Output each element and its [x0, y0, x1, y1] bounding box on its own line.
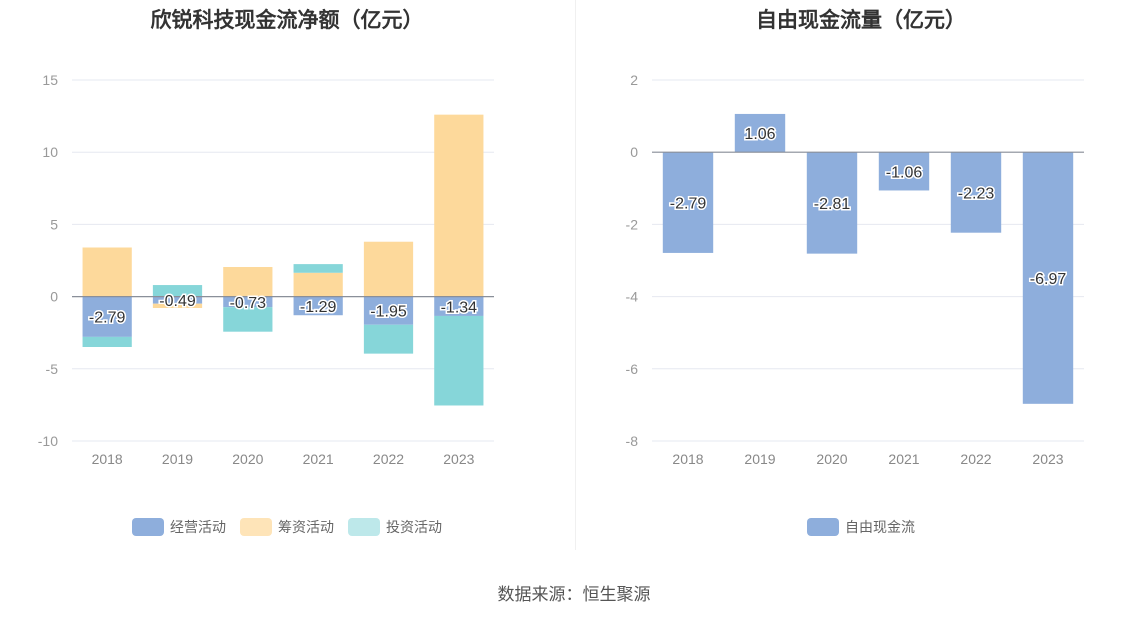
bar [1022, 152, 1074, 404]
legend-item[interactable]: 经营活动 [132, 517, 226, 537]
bar [293, 272, 343, 297]
y-tick-label: 10 [42, 144, 58, 160]
cash-flow-net-plot: 15 10 5 0 -5 -10 2018 2019 2020 2021 2022 2023 -2.79… [38, 72, 494, 467]
x-tick-label: 2018 [92, 451, 123, 467]
bar [434, 296, 484, 316]
free-cash-flow-chart: 自由现金流量（亿元） 2 0 -2 -4 -6 -8 2018 2019 2020 2021 202… [574, 0, 1148, 560]
bar [223, 307, 273, 332]
legend-swatch [132, 518, 164, 536]
legend-swatch [807, 518, 839, 536]
y-tick-label: -4 [626, 289, 639, 305]
bar [950, 152, 1002, 233]
y-tick-label: -2 [626, 216, 639, 232]
data-label: -2.81 [814, 196, 851, 213]
y-tick-label: 15 [42, 72, 58, 88]
data-label: -0.73 [230, 295, 267, 312]
y-tick-label: 2 [630, 72, 638, 88]
x-tick-label: 2019 [744, 451, 775, 467]
x-tick-label: 2023 [443, 451, 474, 467]
legend: 经营活动 筹资活动 投资活动 [0, 517, 574, 537]
data-label: 1.06 [744, 126, 775, 143]
x-tick-label: 2023 [1032, 451, 1063, 467]
legend-item[interactable]: 自由现金流 [807, 517, 915, 537]
legend: 自由现金流 [574, 517, 1148, 537]
bar [363, 241, 414, 297]
y-tick-label: -8 [626, 433, 639, 449]
y-tick-label: 5 [50, 216, 58, 232]
bar [878, 152, 930, 191]
data-label: -1.95 [370, 304, 407, 321]
free-cash-flow-plot: 2 0 -2 -4 -6 -8 2018 2019 2020 2021 2022 2023 -2.79 1… [626, 72, 1084, 467]
y-tick-label: -5 [46, 361, 59, 377]
y-tick-label: -6 [626, 361, 639, 377]
legend-label: 自由现金流 [845, 520, 915, 536]
legend-label: 筹资活动 [278, 520, 334, 536]
chart-title: 自由现金流量（亿元） [756, 8, 966, 32]
x-tick-label: 2022 [960, 451, 991, 467]
legend-swatch [240, 518, 272, 536]
bar [223, 266, 273, 297]
x-tick-label: 2022 [373, 451, 404, 467]
legend-item[interactable]: 筹资活动 [240, 517, 334, 537]
data-source-note: 数据来源：恒生聚源 [497, 585, 651, 605]
bar [82, 336, 132, 347]
data-label: -1.06 [886, 164, 923, 181]
bar [152, 303, 203, 309]
x-tick-label: 2020 [232, 451, 263, 467]
legend-label: 经营活动 [170, 520, 226, 536]
data-label: -6.97 [1030, 271, 1067, 288]
panel-divider [575, 0, 576, 550]
x-tick-label: 2021 [888, 451, 919, 467]
bar [293, 296, 343, 316]
bar [293, 264, 343, 273]
bar [662, 152, 714, 253]
data-label: -1.34 [441, 299, 478, 316]
data-label: -2.79 [670, 196, 707, 213]
x-tick-label: 2020 [816, 451, 847, 467]
legend-label: 投资活动 [386, 520, 442, 536]
bar [806, 152, 858, 254]
data-label: -2.79 [89, 310, 126, 327]
bar [152, 296, 203, 304]
chart-title: 欣锐科技现金流净额（亿元） [150, 8, 424, 32]
bar [223, 296, 273, 308]
bar [152, 285, 203, 297]
y-tick-label: 0 [630, 144, 638, 160]
y-tick-label: 0 [50, 289, 58, 305]
legend-item[interactable]: 投资活动 [348, 517, 442, 537]
data-label: -0.49 [159, 293, 196, 310]
bar [363, 296, 414, 325]
data-label: -1.29 [300, 299, 337, 316]
bar [82, 296, 132, 337]
cash-flow-net-chart: 欣锐科技现金流净额（亿元） 15 10 5 0 -5 -10 2018 2019 2020 202… [0, 0, 574, 560]
y-tick-label: -10 [38, 433, 58, 449]
bar [434, 114, 484, 297]
bar [434, 315, 484, 406]
x-tick-label: 2019 [162, 451, 193, 467]
x-tick-label: 2021 [303, 451, 334, 467]
bar [363, 324, 414, 354]
x-tick-label: 2018 [672, 451, 703, 467]
bar [82, 247, 132, 297]
legend-swatch [348, 518, 380, 536]
bar [734, 113, 786, 153]
data-label: -2.23 [958, 185, 995, 202]
